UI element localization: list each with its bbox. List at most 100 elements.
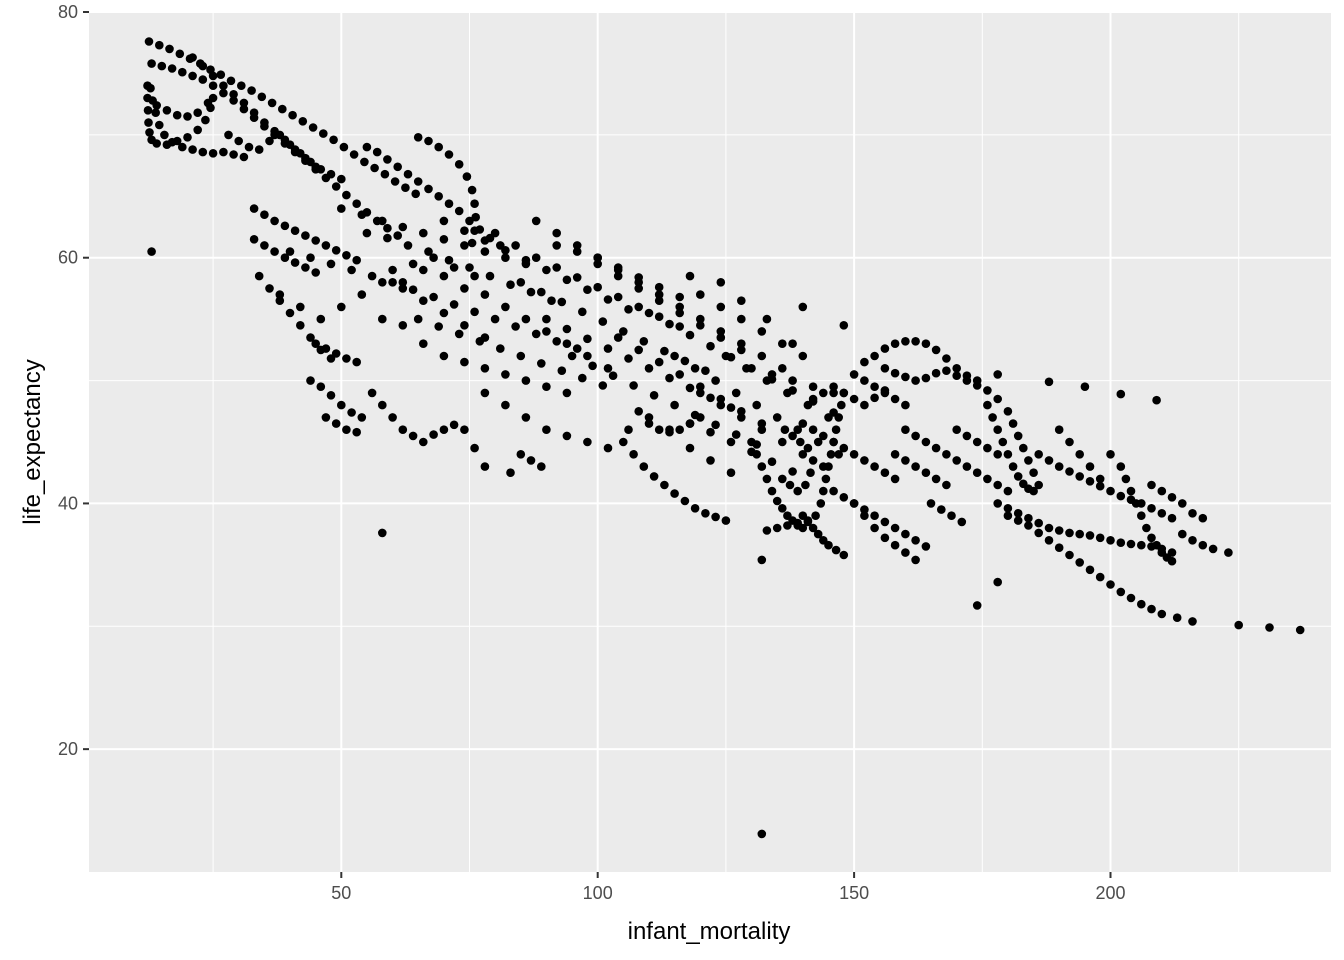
data-point	[306, 333, 315, 342]
data-point	[757, 351, 767, 361]
data-point	[696, 382, 705, 392]
data-point	[419, 265, 428, 275]
data-point	[408, 431, 418, 441]
data-point	[972, 468, 982, 478]
data-point	[537, 462, 546, 471]
data-point	[619, 437, 628, 447]
data-point	[603, 443, 613, 453]
data-point	[321, 413, 331, 422]
data-point	[249, 235, 259, 244]
data-point	[175, 49, 185, 59]
data-point	[454, 206, 464, 216]
minor-gridlines	[89, 12, 1331, 872]
data-point	[1198, 513, 1208, 523]
data-point	[1044, 456, 1054, 465]
data-point	[308, 123, 318, 132]
data-point	[367, 388, 377, 398]
data-point	[562, 275, 572, 285]
data-point	[485, 271, 495, 281]
data-point	[160, 130, 169, 140]
data-point	[731, 430, 741, 439]
data-point	[1126, 486, 1136, 496]
data-point	[413, 314, 423, 324]
data-point	[342, 251, 351, 260]
data-point	[860, 376, 869, 385]
data-point	[890, 450, 900, 459]
data-point	[290, 258, 300, 267]
data-point	[146, 83, 155, 93]
data-point	[796, 437, 805, 447]
data-point	[783, 521, 792, 530]
data-point	[572, 344, 582, 353]
data-point	[649, 391, 659, 400]
data-point	[152, 139, 161, 148]
data-point	[429, 292, 438, 302]
x-tick-label: 50	[331, 883, 351, 903]
data-point	[860, 511, 869, 520]
data-point	[890, 474, 900, 484]
data-point	[911, 555, 920, 565]
data-point	[439, 308, 449, 318]
data-point	[644, 364, 654, 373]
data-point	[803, 443, 813, 453]
data-point	[993, 370, 1002, 379]
data-point	[737, 314, 746, 324]
data-point	[890, 394, 900, 404]
y-axis-title: life_expectancy	[19, 359, 46, 524]
data-point	[352, 199, 362, 208]
data-point	[143, 106, 153, 115]
data-point	[901, 372, 910, 382]
data-point	[380, 169, 390, 179]
data-point	[972, 437, 982, 447]
data-point	[1172, 613, 1182, 622]
data-point	[434, 322, 444, 331]
data-point	[942, 354, 951, 363]
data-point	[444, 199, 454, 208]
data-point	[234, 136, 243, 146]
data-point	[901, 337, 910, 346]
data-point	[762, 526, 772, 535]
data-point	[316, 165, 326, 174]
data-point	[911, 536, 920, 545]
data-point	[1008, 462, 1018, 471]
data-point	[880, 364, 890, 373]
data-point	[572, 247, 582, 256]
data-point	[819, 388, 828, 398]
data-point	[1034, 518, 1043, 528]
data-point	[1188, 536, 1197, 545]
data-point	[362, 228, 372, 238]
data-point	[167, 64, 177, 73]
data-point	[249, 204, 259, 213]
data-point	[726, 437, 736, 447]
data-point	[685, 419, 695, 428]
data-point	[583, 351, 592, 361]
data-point	[537, 287, 546, 297]
data-point	[352, 255, 362, 265]
data-point	[203, 98, 213, 108]
data-point	[778, 474, 787, 484]
data-point	[501, 370, 510, 379]
data-point	[670, 489, 679, 498]
data-point	[767, 457, 777, 467]
data-point	[1106, 580, 1115, 589]
data-point	[1126, 593, 1136, 603]
data-point	[839, 443, 849, 453]
data-point	[1003, 407, 1013, 416]
data-point	[870, 523, 879, 533]
data-point	[434, 192, 444, 201]
data-point	[1106, 450, 1115, 459]
data-points	[143, 37, 1305, 839]
data-point	[757, 425, 767, 435]
data-point	[429, 430, 438, 439]
data-point	[557, 366, 567, 376]
data-point	[265, 284, 274, 293]
data-point	[613, 271, 623, 281]
data-point	[921, 437, 931, 447]
data-point	[1013, 431, 1023, 441]
data-point	[603, 295, 613, 304]
data-point	[737, 413, 746, 422]
data-point	[1075, 472, 1084, 481]
data-point	[1003, 511, 1013, 520]
data-point	[331, 246, 341, 255]
data-point	[870, 393, 879, 403]
